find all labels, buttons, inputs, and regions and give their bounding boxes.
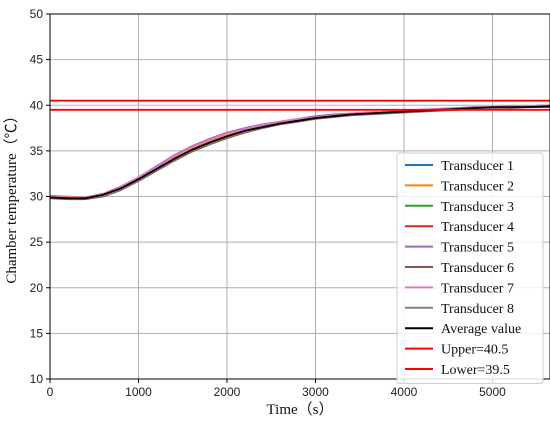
x-axis-ticks: 0 1000 2000 3000 4000 5000 [47, 379, 506, 399]
legend-label: Transducer 6 [441, 261, 514, 276]
legend-label: Transducer 8 [441, 302, 514, 317]
legend-label: Transducer 1 [441, 159, 514, 174]
x-tick-label: 3000 [302, 385, 329, 399]
y-tick-label: 40 [30, 98, 44, 112]
series-line-8 [49, 105, 550, 200]
legend-label: Transducer 2 [441, 179, 514, 194]
x-tick-label: 5000 [479, 385, 506, 399]
y-tick-label: 25 [30, 235, 44, 249]
x-tick-label: 2000 [214, 385, 241, 399]
y-tick-label: 15 [30, 326, 44, 340]
y-tick-label: 45 [30, 53, 44, 67]
legend-label: Transducer 4 [441, 220, 514, 235]
legend: Transducer 1 Transducer 2 Transducer 3 Tran… [396, 152, 544, 384]
x-tick-label: 4000 [391, 385, 418, 399]
legend-box [396, 152, 544, 384]
x-tick-label: 1000 [125, 385, 152, 399]
series-lines [49, 99, 550, 201]
y-tick-label: 35 [30, 144, 44, 158]
x-axis-label: Time（s） [267, 401, 334, 418]
y-axis-label: Chamber temperature（℃） [3, 108, 20, 283]
legend-label: Average value [441, 322, 521, 337]
legend-label: Lower=39.5 [441, 363, 510, 378]
legend-label: Transducer 5 [441, 241, 514, 256]
legend-label: Transducer 3 [441, 200, 514, 215]
y-tick-label: 50 [30, 7, 44, 21]
y-tick-label: 20 [30, 281, 44, 295]
legend-label: Upper=40.5 [441, 343, 508, 358]
y-axis-ticks: 10 15 20 25 30 35 40 45 50 [30, 7, 50, 386]
legend-label: Transducer 7 [441, 281, 514, 296]
y-tick-label: 10 [30, 372, 44, 386]
y-tick-label: 30 [30, 190, 44, 204]
x-tick-label: 0 [47, 385, 54, 399]
